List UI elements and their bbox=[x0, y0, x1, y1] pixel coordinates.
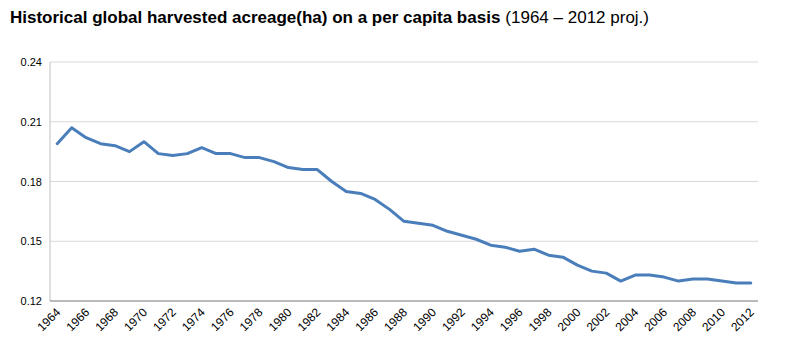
grid-line bbox=[50, 62, 758, 63]
x-tick-label: 2000 bbox=[555, 305, 584, 334]
title: Historical global harvested acreage(ha) … bbox=[10, 8, 500, 27]
y-tick-label: 0.12 bbox=[21, 295, 42, 307]
x-tick-label: 1994 bbox=[468, 305, 497, 334]
y-tick-label: 0.21 bbox=[21, 116, 42, 128]
plot-area bbox=[57, 128, 751, 283]
x-tick-label: 1980 bbox=[266, 305, 295, 334]
x-tick-label: 1982 bbox=[295, 305, 324, 334]
chart-svg: Historical global harvested acreage(ha) … bbox=[0, 0, 812, 360]
grid-line bbox=[50, 301, 758, 302]
x-tick-label: 1988 bbox=[381, 305, 410, 334]
x-tick-label: 2006 bbox=[641, 305, 670, 334]
x-tick-label: 2008 bbox=[670, 305, 699, 334]
x-tick-label: 1974 bbox=[179, 305, 208, 334]
x-tick-label: 2012 bbox=[728, 305, 757, 334]
data-line bbox=[57, 128, 751, 283]
x-tick-label: 1986 bbox=[352, 305, 381, 334]
x-tick-label: 1976 bbox=[208, 305, 237, 334]
grid-line bbox=[50, 121, 758, 122]
grid-line bbox=[50, 181, 758, 182]
y-tick-label: 0.24 bbox=[21, 56, 42, 68]
x-tick-label: 1964 bbox=[35, 305, 64, 334]
y-tick-label: 0.15 bbox=[21, 235, 42, 247]
y-axis bbox=[50, 62, 51, 301]
x-tick-label: 1968 bbox=[92, 305, 121, 334]
x-tick-label: 1996 bbox=[497, 305, 526, 334]
x-tick-label: 1970 bbox=[121, 305, 150, 334]
x-tick-label: 2010 bbox=[699, 305, 728, 334]
x-tick-label: 1992 bbox=[439, 305, 468, 334]
x-tick-label: 1972 bbox=[150, 305, 179, 334]
grid-line bbox=[50, 241, 758, 242]
x-tick-label: 1998 bbox=[526, 305, 555, 334]
x-tick-label: 1990 bbox=[410, 305, 439, 334]
x-tick-label: 1966 bbox=[63, 305, 92, 334]
x-tick-label: 1984 bbox=[324, 305, 353, 334]
title-line: Historical global harvested acreage(ha) … bbox=[10, 8, 649, 27]
x-tick-label: 2002 bbox=[584, 305, 613, 334]
x-axis bbox=[50, 301, 758, 302]
subtitle: (1964 – 2012 proj.) bbox=[505, 8, 649, 27]
x-tick-label: 1978 bbox=[237, 305, 266, 334]
x-tick-label: 2004 bbox=[613, 305, 642, 334]
chart-root: Historical global harvested acreage(ha) … bbox=[0, 0, 812, 360]
y-tick-label: 0.18 bbox=[21, 176, 42, 188]
